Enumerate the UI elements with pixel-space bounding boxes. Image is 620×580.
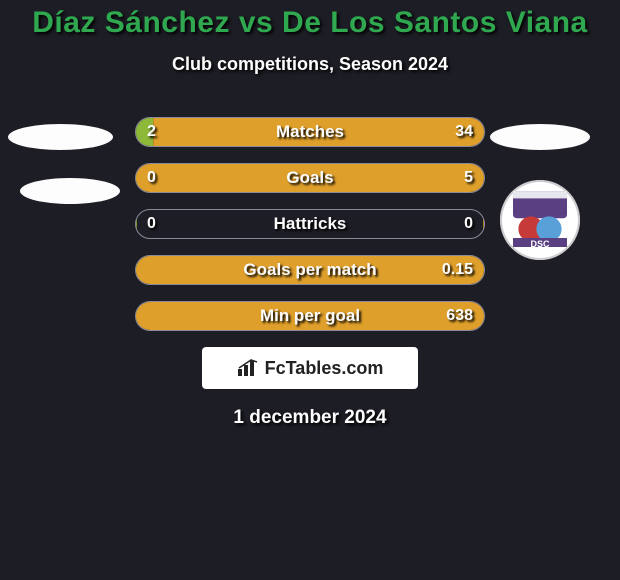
- stat-row: 0Hattricks0: [135, 209, 485, 239]
- stat-label: Min per goal: [135, 301, 485, 331]
- stat-row: 0Goals5: [135, 163, 485, 193]
- team-badge-ellipse: [8, 124, 113, 150]
- subtitle: Club competitions, Season 2024: [0, 54, 620, 75]
- value-right: 0.15: [442, 255, 473, 285]
- team-badge-ellipse: [490, 124, 590, 150]
- stat-row: 2Matches34: [135, 117, 485, 147]
- date-text: 1 december 2024: [0, 407, 620, 429]
- fctables-watermark: FcTables.com: [202, 347, 418, 389]
- stat-label: Goals: [135, 163, 485, 193]
- page-title: Díaz Sánchez vs De Los Santos Viana: [0, 0, 620, 40]
- stat-label: Goals per match: [135, 255, 485, 285]
- bars-icon: [237, 359, 259, 377]
- value-right: 0: [464, 209, 473, 239]
- fctables-text: FcTables.com: [265, 358, 384, 379]
- club-crest: DSC: [500, 180, 580, 260]
- stat-row: Min per goal638: [135, 301, 485, 331]
- value-right: 34: [455, 117, 473, 147]
- team-badge-ellipse: [20, 178, 120, 204]
- stat-row: Goals per match0.15: [135, 255, 485, 285]
- crest-svg: DSC: [504, 184, 576, 256]
- svg-text:DSC: DSC: [530, 239, 550, 249]
- value-right: 638: [446, 301, 473, 331]
- stat-label: Hattricks: [135, 209, 485, 239]
- value-right: 5: [464, 163, 473, 193]
- stat-label: Matches: [135, 117, 485, 147]
